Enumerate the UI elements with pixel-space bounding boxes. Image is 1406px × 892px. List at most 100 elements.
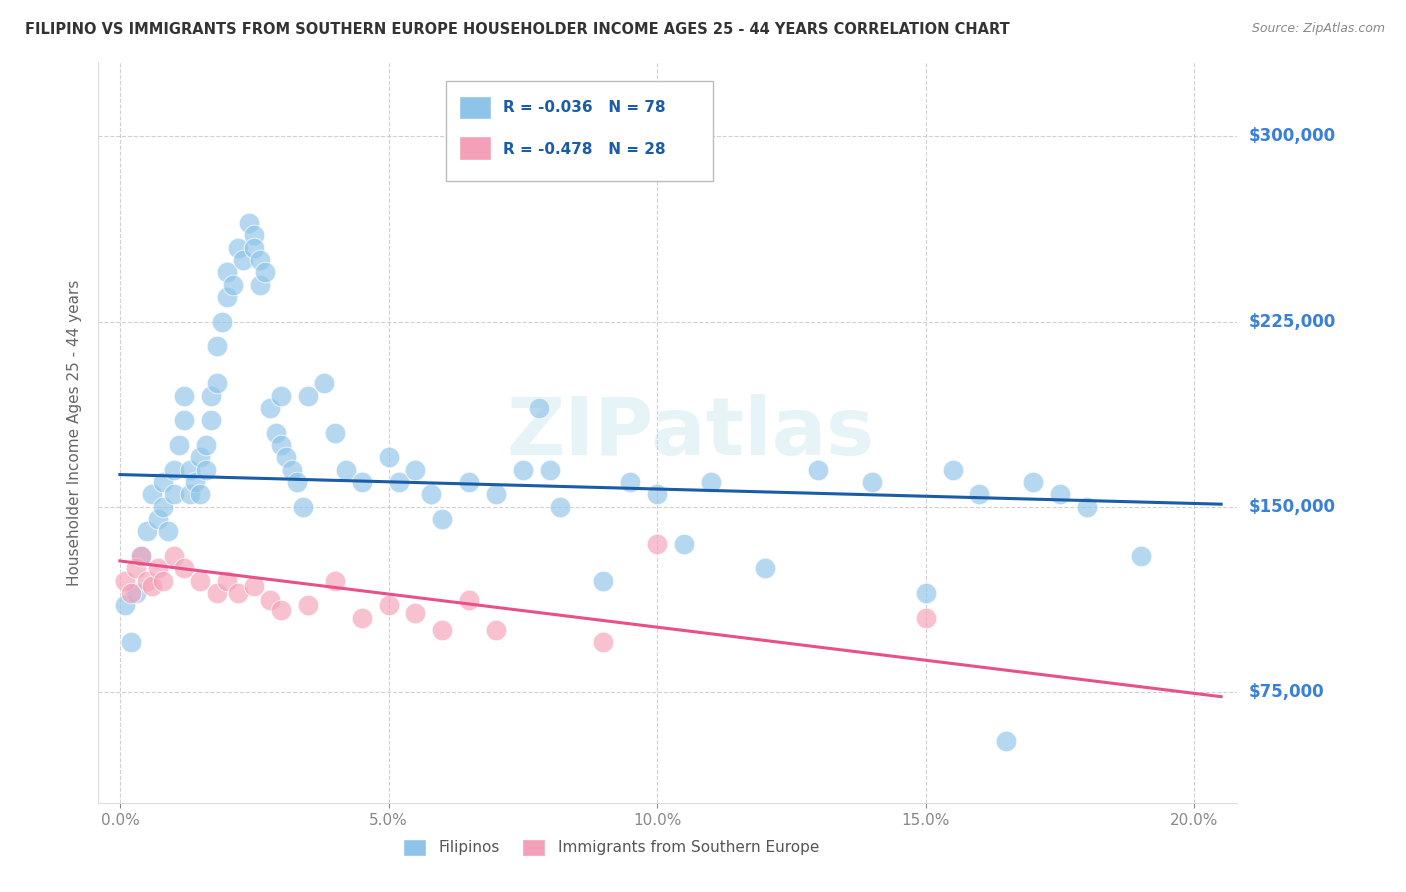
- Point: [249, 277, 271, 292]
- Bar: [460, 95, 491, 120]
- Point: [200, 389, 222, 403]
- Point: [190, 574, 212, 588]
- Bar: [460, 136, 491, 161]
- Point: [217, 574, 239, 588]
- Point: [969, 487, 991, 501]
- Text: $75,000: $75,000: [1249, 682, 1324, 701]
- Point: [297, 599, 319, 613]
- Point: [238, 216, 260, 230]
- Point: [249, 252, 271, 267]
- Point: [270, 438, 292, 452]
- Point: [807, 462, 830, 476]
- Point: [264, 425, 287, 440]
- Point: [146, 512, 169, 526]
- Point: [131, 549, 153, 563]
- Point: [404, 606, 426, 620]
- Text: R = -0.478   N = 28: R = -0.478 N = 28: [503, 142, 665, 157]
- Point: [243, 579, 266, 593]
- Point: [323, 574, 346, 588]
- Point: [259, 401, 281, 415]
- Point: [179, 487, 201, 501]
- Point: [120, 586, 142, 600]
- Point: [914, 611, 936, 625]
- Point: [125, 586, 148, 600]
- Point: [205, 376, 228, 391]
- Point: [173, 389, 195, 403]
- Point: [388, 475, 411, 489]
- Y-axis label: Householder Income Ages 25 - 44 years: Householder Income Ages 25 - 44 years: [67, 279, 83, 586]
- Point: [135, 524, 157, 539]
- Point: [291, 500, 314, 514]
- Point: [404, 462, 426, 476]
- Point: [512, 462, 534, 476]
- Point: [1049, 487, 1071, 501]
- Point: [645, 487, 668, 501]
- Point: [527, 401, 550, 415]
- Point: [285, 475, 308, 489]
- Point: [458, 475, 481, 489]
- Text: $300,000: $300,000: [1249, 128, 1336, 145]
- Text: R = -0.036   N = 78: R = -0.036 N = 78: [503, 100, 665, 115]
- Point: [672, 536, 695, 550]
- Point: [205, 339, 228, 353]
- Point: [619, 475, 641, 489]
- Point: [281, 462, 304, 476]
- Point: [200, 413, 222, 427]
- Point: [1022, 475, 1045, 489]
- Point: [1076, 500, 1098, 514]
- Point: [754, 561, 776, 575]
- Point: [350, 611, 373, 625]
- Point: [162, 462, 184, 476]
- Legend: Filipinos, Immigrants from Southern Europe: Filipinos, Immigrants from Southern Euro…: [396, 833, 825, 862]
- Point: [377, 450, 399, 465]
- Point: [217, 290, 239, 304]
- Point: [114, 599, 136, 613]
- Text: $150,000: $150,000: [1249, 498, 1336, 516]
- FancyBboxPatch shape: [446, 81, 713, 181]
- Point: [259, 593, 281, 607]
- Point: [243, 240, 266, 254]
- Point: [211, 314, 233, 328]
- Point: [700, 475, 723, 489]
- Point: [253, 265, 276, 279]
- Point: [157, 524, 180, 539]
- Point: [205, 586, 228, 600]
- Point: [645, 536, 668, 550]
- Point: [146, 561, 169, 575]
- Point: [194, 438, 217, 452]
- Point: [458, 593, 481, 607]
- Point: [114, 574, 136, 588]
- Point: [592, 574, 614, 588]
- Point: [243, 228, 266, 243]
- Text: FILIPINO VS IMMIGRANTS FROM SOUTHERN EUROPE HOUSEHOLDER INCOME AGES 25 - 44 YEAR: FILIPINO VS IMMIGRANTS FROM SOUTHERN EUR…: [25, 22, 1010, 37]
- Point: [173, 413, 195, 427]
- Point: [270, 389, 292, 403]
- Point: [125, 561, 148, 575]
- Point: [173, 561, 195, 575]
- Point: [232, 252, 254, 267]
- Point: [592, 635, 614, 649]
- Point: [141, 579, 163, 593]
- Point: [377, 599, 399, 613]
- Point: [538, 462, 561, 476]
- Point: [152, 500, 174, 514]
- Point: [312, 376, 335, 391]
- Point: [350, 475, 373, 489]
- Point: [420, 487, 443, 501]
- Point: [485, 487, 508, 501]
- Point: [162, 549, 184, 563]
- Point: [194, 462, 217, 476]
- Point: [152, 574, 174, 588]
- Point: [179, 462, 201, 476]
- Point: [120, 635, 142, 649]
- Point: [131, 549, 153, 563]
- Point: [550, 500, 572, 514]
- Point: [995, 734, 1018, 748]
- Point: [323, 425, 346, 440]
- Point: [141, 487, 163, 501]
- Text: Source: ZipAtlas.com: Source: ZipAtlas.com: [1251, 22, 1385, 36]
- Point: [190, 487, 212, 501]
- Point: [432, 512, 454, 526]
- Point: [914, 586, 936, 600]
- Text: ZIPatlas: ZIPatlas: [506, 393, 875, 472]
